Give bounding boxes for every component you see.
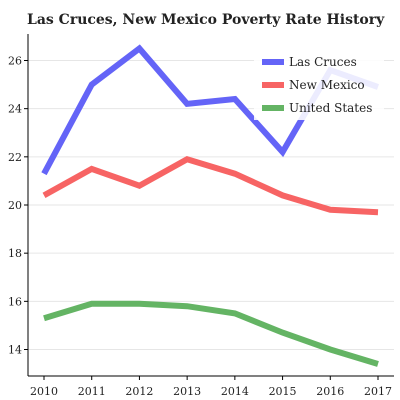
legend-label: Las Cruces — [289, 55, 357, 69]
series-line-united-states — [43, 300, 379, 367]
legend: Las Cruces New Mexico United States — [254, 40, 384, 120]
x-tick-label: 2011 — [78, 385, 106, 398]
x-tick-label: 2010 — [30, 385, 58, 398]
x-tick-label: 2012 — [125, 385, 153, 398]
y-tick-label: 24 — [8, 103, 22, 116]
y-tick-label: 22 — [8, 151, 22, 164]
y-tick-label: 14 — [8, 344, 22, 357]
y-tick-label: 26 — [8, 54, 22, 67]
x-tick-label: 2015 — [269, 385, 297, 398]
y-tick-label: 18 — [8, 247, 22, 260]
x-tick-label: 2016 — [316, 385, 344, 398]
axes: 14 16 18 20 22 24 26 2010 2011 2012 2013 2014 2015 20… — [8, 34, 394, 398]
legend-label: United States — [289, 101, 372, 115]
y-tick-label: 16 — [8, 295, 22, 308]
grid — [28, 59, 394, 351]
y-tick-label: 20 — [8, 199, 22, 212]
x-tick-label: 2013 — [173, 385, 201, 398]
x-tick-label: 2017 — [364, 385, 392, 398]
series-line-new-mexico — [42, 155, 379, 216]
chart-title: Las Cruces, New Mexico Poverty Rate Hist… — [27, 12, 385, 28]
x-tick-label: 2014 — [221, 385, 249, 398]
legend-label: New Mexico — [289, 78, 365, 92]
